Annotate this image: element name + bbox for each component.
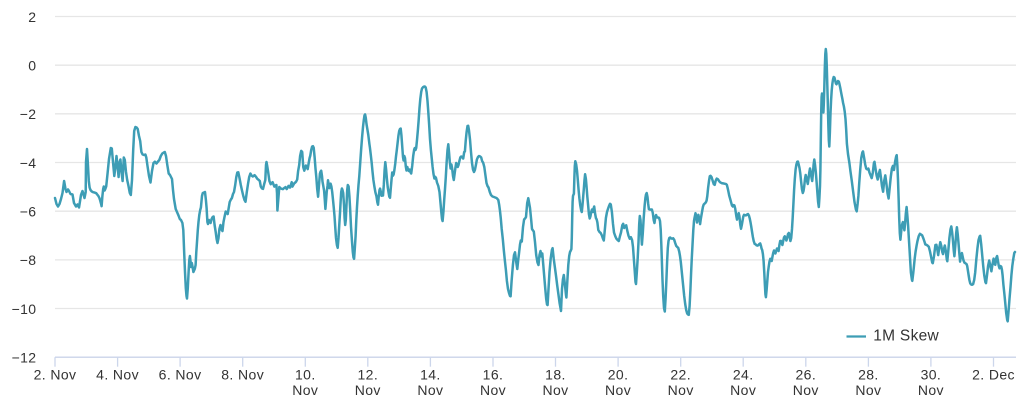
svg-text:Nov: Nov [355,382,381,398]
svg-text:26.: 26. [795,366,816,382]
svg-text:30.: 30. [921,366,942,382]
svg-text:Nov: Nov [605,382,631,398]
svg-text:Nov: Nov [480,382,506,398]
svg-text:2. Nov: 2. Nov [34,366,77,382]
svg-text:−2: −2 [20,106,37,122]
svg-text:−4: −4 [20,155,37,171]
svg-text:4. Nov: 4. Nov [96,366,139,382]
svg-text:Nov: Nov [730,382,756,398]
svg-text:Nov: Nov [542,382,568,398]
svg-text:0: 0 [28,58,36,74]
svg-text:−12: −12 [12,350,37,366]
svg-text:−6: −6 [20,204,37,220]
svg-text:Nov: Nov [292,382,318,398]
svg-text:22.: 22. [670,366,691,382]
svg-text:18.: 18. [545,366,566,382]
svg-text:Nov: Nov [417,382,443,398]
svg-text:Nov: Nov [918,382,944,398]
svg-text:−8: −8 [20,252,37,268]
svg-text:28.: 28. [858,366,879,382]
svg-text:−10: −10 [12,301,37,317]
svg-text:20.: 20. [608,366,629,382]
svg-text:Nov: Nov [668,382,694,398]
svg-text:1M Skew: 1M Skew [873,328,939,345]
svg-text:Nov: Nov [855,382,881,398]
svg-text:8. Nov: 8. Nov [221,366,264,382]
svg-text:10.: 10. [295,366,316,382]
svg-text:2. Dec: 2. Dec [972,366,1015,382]
svg-text:Nov: Nov [793,382,819,398]
svg-text:12.: 12. [357,366,378,382]
svg-text:2: 2 [28,9,36,25]
svg-text:16.: 16. [483,366,504,382]
svg-text:24.: 24. [733,366,754,382]
svg-text:6. Nov: 6. Nov [159,366,202,382]
svg-text:14.: 14. [420,366,441,382]
